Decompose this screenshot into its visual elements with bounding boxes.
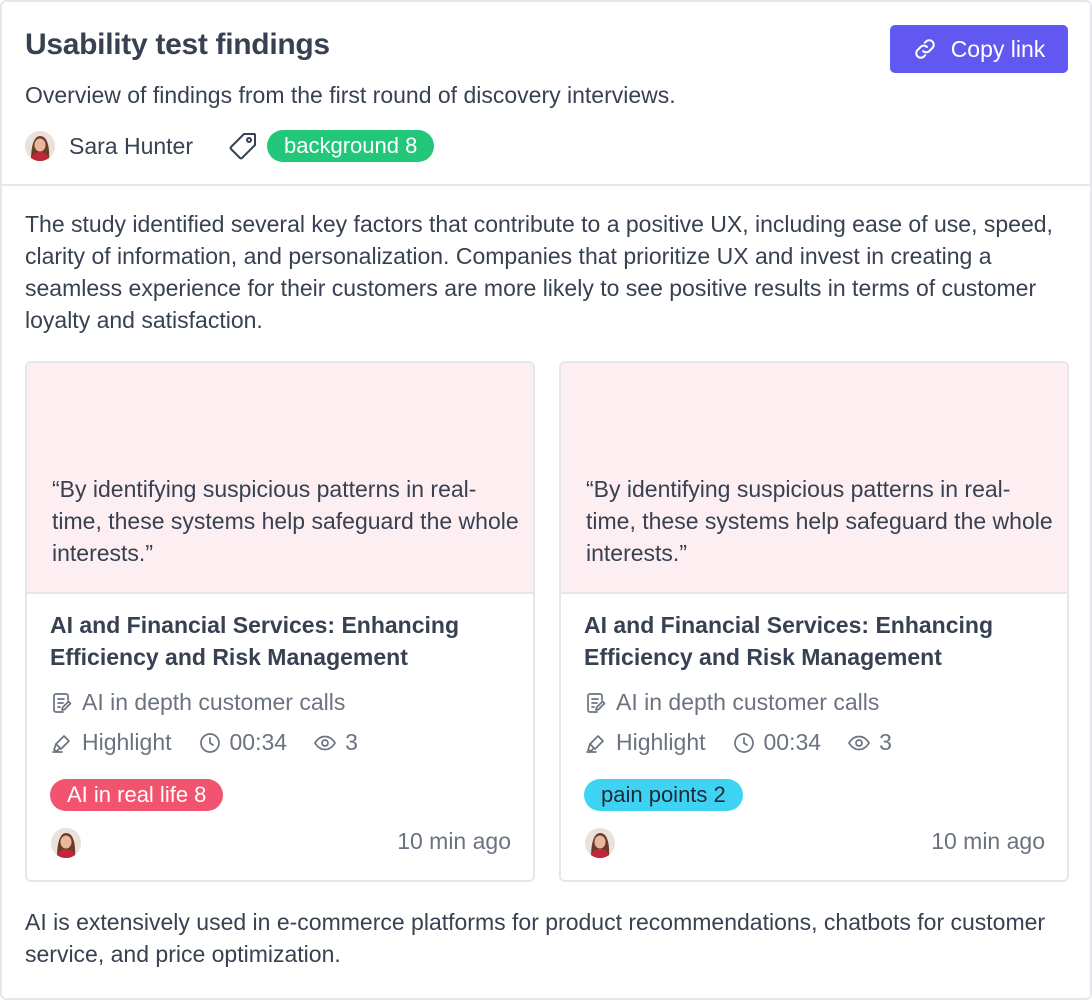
eye-icon [314,735,337,750]
card-views: 3 [847,729,892,756]
card-stats: Highlight 00:34 3 [50,729,384,756]
author-avatar[interactable] [25,131,55,161]
page-title: Usability test findings [25,28,330,61]
card-type-text: Highlight [616,729,706,755]
quote-box: “By identifying suspicious patterns in r… [27,363,533,594]
intro-paragraph: The study identified several key factors… [25,211,1053,333]
highlighter-icon [586,734,604,753]
card-views-count: 3 [345,729,358,755]
card-source-text: AI in depth customer calls [616,689,880,715]
highlighter-icon [52,734,70,753]
card-duration-text: 00:34 [763,729,822,755]
footer-paragraph: AI is extensively used in e-commerce pla… [25,909,1046,967]
card-avatar[interactable] [51,828,81,858]
transcript-icon [53,692,72,713]
card-duration: 00:34 [198,729,288,756]
tag-icon [229,133,257,160]
card-type-text: Highlight [82,729,172,755]
card-timestamp: 10 min ago [931,828,1045,854]
card-title[interactable]: AI and Financial Services: Enhancing Eff… [50,612,460,670]
link-icon [914,39,935,59]
quote-text: “By identifying suspicious patterns in r… [586,476,1053,566]
card-title[interactable]: AI and Financial Services: Enhancing Eff… [584,612,994,670]
tag-pill-pain-points[interactable]: pain points 2 [584,779,743,811]
card-timestamp: 10 min ago [397,828,511,854]
tag-pill-background[interactable]: background 8 [267,130,435,162]
card-tag-wrap: AI in real life 8 [50,779,224,811]
highlight-card[interactable]: “By identifying suspicious patterns in r… [559,361,1069,882]
copy-link-button[interactable]: Copy link [890,25,1068,73]
avatar-image [585,828,615,858]
avatar-image [25,131,55,161]
clock-icon [199,732,220,753]
card-duration-text: 00:34 [229,729,288,755]
author-name[interactable]: Sara Hunter [69,132,194,159]
card-duration: 00:34 [732,729,822,756]
panel-header: Usability test findings Copy link Overvi… [2,2,1090,186]
card-views: 3 [313,729,358,756]
card-source: AI in depth customer calls [50,689,345,716]
eye-icon [848,735,871,750]
copy-link-label: Copy link [950,35,1046,62]
page-subtitle: Overview of findings from the first roun… [25,82,676,108]
card-type: Highlight [50,729,172,756]
highlight-card[interactable]: “By identifying suspicious patterns in r… [25,361,535,882]
quote-box: “By identifying suspicious patterns in r… [561,363,1067,594]
card-views-count: 3 [879,729,892,755]
card-avatar[interactable] [585,828,615,858]
meta-row: Sara Hunter background 8 [25,128,435,164]
card-type: Highlight [584,729,706,756]
quote-text: “By identifying suspicious patterns in r… [52,476,519,566]
card-stats: Highlight 00:34 3 [584,729,918,756]
avatar-image [51,828,81,858]
clock-icon [733,732,754,753]
card-source: AI in depth customer calls [584,689,879,716]
transcript-icon [587,692,606,713]
card-source-text: AI in depth customer calls [82,689,346,715]
tag-pill-ai-in-real-life[interactable]: AI in real life 8 [50,779,224,811]
card-tag-wrap: pain points 2 [584,779,743,811]
